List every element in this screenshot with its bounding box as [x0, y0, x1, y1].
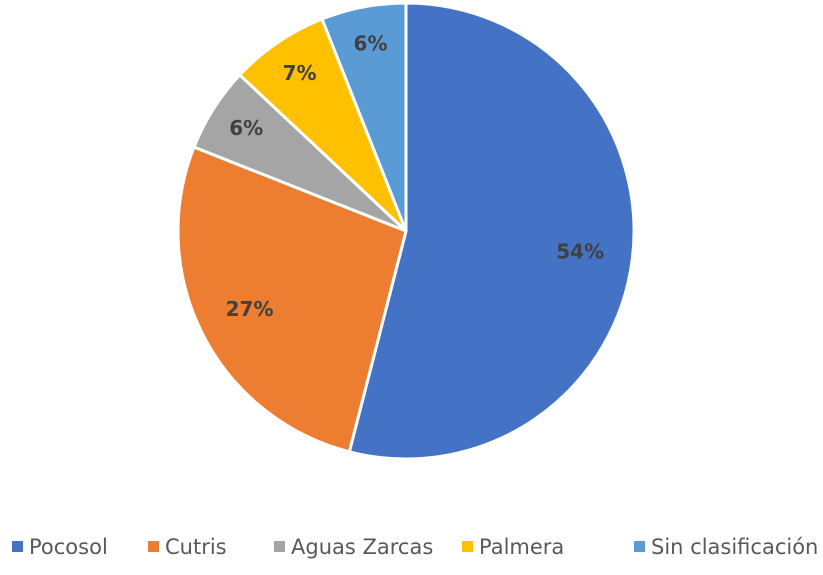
legend-swatch [462, 541, 473, 552]
legend-label: Pocosol [29, 535, 108, 559]
data-label: 27% [226, 297, 274, 321]
pie-slice [320, 1, 408, 232]
legend-label: Sin clasificación [651, 535, 818, 559]
legend-label: Cutris [165, 535, 227, 559]
legend-label: Aguas Zarcas [291, 535, 433, 559]
pie-slice [347, 1, 636, 461]
pie-slice [176, 145, 408, 454]
data-label: 6% [229, 116, 263, 140]
legend-label: Palmera [479, 535, 564, 559]
data-label: 7% [283, 61, 317, 85]
legend-swatch [148, 541, 159, 552]
legend-swatch [274, 541, 285, 552]
legend-swatch [634, 541, 645, 552]
data-label: 6% [354, 32, 388, 56]
data-label: 54% [556, 240, 604, 264]
legend-swatch [12, 541, 23, 552]
